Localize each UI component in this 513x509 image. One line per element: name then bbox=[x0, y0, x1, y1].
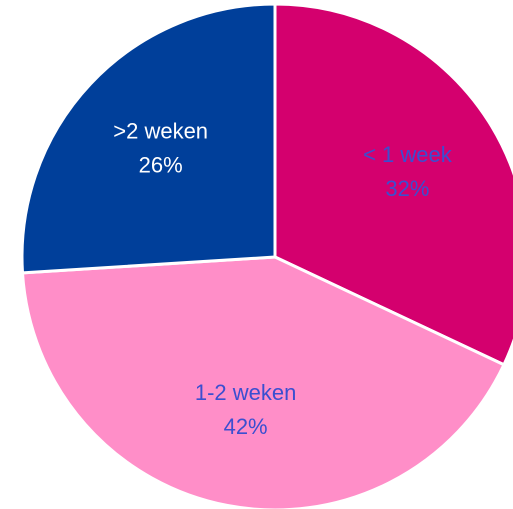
slice-label: < 1 week bbox=[363, 142, 453, 167]
pie-slice bbox=[20, 255, 506, 509]
pie-slice bbox=[20, 2, 277, 275]
slice-value-label: 42% bbox=[224, 414, 268, 439]
pie-slice bbox=[273, 2, 513, 367]
slice-label: >2 weken bbox=[113, 118, 208, 143]
slice-label: 1-2 weken bbox=[195, 380, 297, 405]
slice-value-label: 26% bbox=[139, 152, 183, 177]
slice-value-label: 32% bbox=[385, 176, 429, 201]
